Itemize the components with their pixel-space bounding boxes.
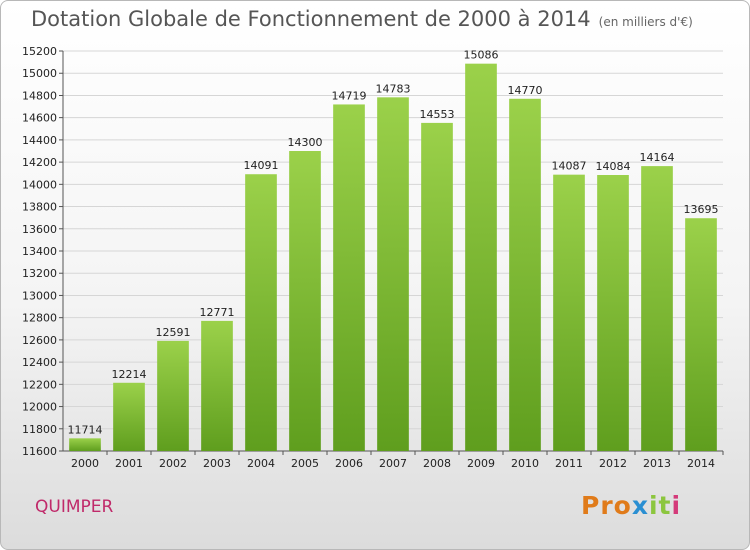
x-tick-label: 2009 — [467, 457, 495, 470]
x-tick-label: 2004 — [247, 457, 275, 470]
bar-2006 — [333, 104, 365, 451]
x-tick-label: 2007 — [379, 457, 407, 470]
value-label: 13695 — [684, 203, 719, 216]
bar-2004 — [245, 174, 277, 451]
y-tick-label: 12000 — [22, 401, 57, 414]
x-tick-label: 2001 — [115, 457, 143, 470]
bar-2014 — [685, 218, 717, 451]
x-tick-label: 2000 — [71, 457, 99, 470]
city-name: QUIMPER — [35, 497, 114, 517]
bar-2009 — [465, 63, 497, 452]
value-label: 11714 — [68, 423, 103, 436]
y-tick-label: 12400 — [22, 356, 57, 369]
value-label: 12214 — [112, 368, 147, 381]
value-label: 12771 — [200, 306, 235, 319]
y-tick-label: 14200 — [22, 156, 57, 169]
bar-2005 — [289, 151, 321, 451]
y-tick-label: 14400 — [22, 134, 57, 147]
value-label: 14300 — [288, 136, 323, 149]
y-tick-label: 12200 — [22, 378, 57, 391]
proxiti-logo[interactable]: Proxiti — [581, 491, 682, 520]
value-label: 15086 — [464, 49, 499, 62]
y-tick-label: 14800 — [22, 89, 57, 102]
y-tick-label: 14000 — [22, 178, 57, 191]
value-label: 14087 — [552, 160, 587, 173]
y-tick-label: 11800 — [22, 423, 57, 436]
x-tick-label: 2006 — [335, 457, 363, 470]
value-label: 14164 — [640, 151, 675, 164]
title-text: Dotation Globale de Fonctionnement de 20… — [31, 7, 591, 31]
bar-2008 — [421, 122, 453, 451]
bar-2003 — [201, 320, 233, 451]
y-tick-label: 14600 — [22, 112, 57, 125]
y-tick-label: 15000 — [22, 67, 57, 80]
y-tick-label: 13800 — [22, 201, 57, 214]
unit-label: (en milliers d'€) — [598, 15, 693, 29]
bar-2002 — [157, 340, 189, 451]
bar-2010 — [509, 98, 541, 452]
x-tick-label: 2002 — [159, 457, 187, 470]
x-tick-label: 2005 — [291, 457, 319, 470]
y-tick-label: 15200 — [22, 45, 57, 58]
bar-2007 — [377, 97, 409, 451]
value-label: 14719 — [332, 89, 367, 102]
x-tick-label: 2012 — [599, 457, 627, 470]
bar-2001 — [113, 382, 145, 451]
y-tick-label: 12800 — [22, 312, 57, 325]
value-label: 14084 — [596, 160, 631, 173]
value-label: 14783 — [376, 82, 411, 95]
value-label: 14091 — [244, 159, 279, 172]
value-label: 14553 — [420, 108, 455, 121]
bar-2000 — [69, 438, 101, 451]
x-tick-label: 2011 — [555, 457, 583, 470]
value-label: 14770 — [508, 84, 543, 97]
x-tick-label: 2010 — [511, 457, 539, 470]
chart-title: Dotation Globale de Fonctionnement de 20… — [31, 7, 693, 31]
value-label: 12591 — [156, 326, 191, 339]
y-tick-label: 13200 — [22, 267, 57, 280]
y-tick-label: 11600 — [22, 445, 57, 458]
y-tick-label: 13400 — [22, 245, 57, 258]
y-tick-label: 13000 — [22, 289, 57, 302]
axis-layer: 11600 11800 12000 12200 12400 12600 12800 13000… — [22, 45, 724, 458]
x-tick-label: 2008 — [423, 457, 451, 470]
bar-2013 — [641, 166, 673, 451]
x-tick-label: 2013 — [643, 457, 671, 470]
label-layer: 2000 11714 2001 12214 2002 12591 2003 12771 2004… — [68, 49, 719, 470]
bar-2012 — [597, 175, 629, 451]
y-tick-label: 13600 — [22, 223, 57, 236]
y-tick-label: 12600 — [22, 334, 57, 347]
bar-layer — [69, 63, 717, 452]
x-tick-label: 2003 — [203, 457, 231, 470]
x-tick-label: 2014 — [687, 457, 715, 470]
bar-2011 — [553, 174, 585, 451]
